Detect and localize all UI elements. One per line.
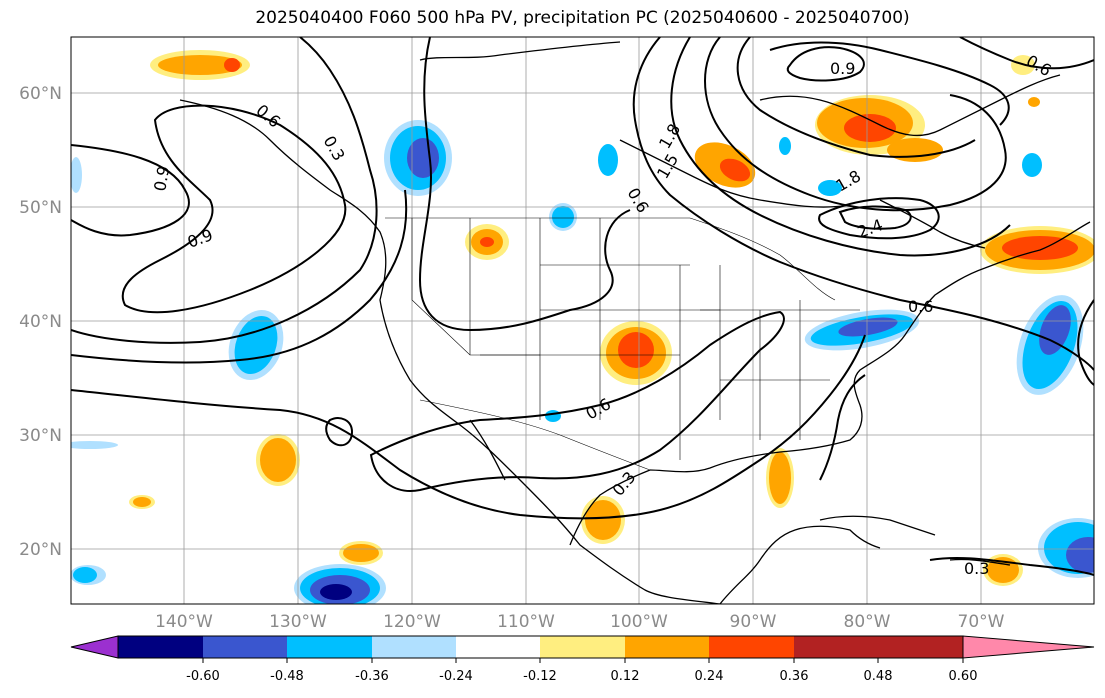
colorbar-tick-label: 0.36 [780, 669, 809, 684]
longitude-axis: 140°W 130°W 120°W 110°W 100°W 90°W 80°W … [155, 612, 1005, 632]
colorbar-tick-label: -0.36 [355, 669, 389, 684]
map-title: 2025040400 F060 500 hPa PV, precipitatio… [255, 8, 910, 28]
colorbar-segment [203, 636, 287, 658]
colorbar-ticks [202, 658, 964, 663]
colorbar-tick-label: -0.24 [439, 669, 473, 684]
colorbar-extend-right [962, 635, 1095, 659]
lon-tick-label: 70°W [958, 612, 1005, 632]
precipitation-anomaly-layer [71, 50, 1094, 604]
lat-tick-label: 60°N [19, 84, 62, 104]
map-frame [70, 36, 1095, 605]
lon-tick-label: 120°W [383, 612, 441, 632]
coastlines [179, 41, 1091, 604]
colorbar-segment [709, 636, 794, 658]
colorbar-segment [540, 636, 625, 658]
colorbar-tick-label: 0.60 [949, 669, 978, 684]
colorbar-tick-label: 0.12 [611, 669, 640, 684]
colorbar-segment [118, 636, 203, 658]
pv-contours [71, 37, 1094, 576]
latitude-axis: 60°N 50°N 40°N 30°N 20°N [19, 84, 62, 560]
lon-tick-label: 80°W [844, 612, 891, 632]
colorbar-segment [456, 636, 540, 658]
graticule [71, 37, 1094, 604]
colorbar-segment [287, 636, 372, 658]
lon-tick-label: 130°W [269, 612, 327, 632]
lat-tick-label: 50°N [19, 198, 62, 218]
contour-label: 0.9 [830, 59, 855, 78]
contour-label: 0.3 [964, 559, 989, 578]
contour-label: 0.6 [908, 297, 933, 316]
contour-label: 0.9 [150, 164, 173, 192]
political-borders [385, 217, 860, 471]
lat-tick-label: 20°N [19, 540, 62, 560]
lon-tick-label: 140°W [155, 612, 213, 632]
colorbar-tick-label: -0.12 [523, 669, 557, 684]
lat-tick-label: 30°N [19, 426, 62, 446]
colorbar-segment [625, 636, 709, 658]
colorbar-segment [878, 636, 963, 658]
lon-tick-label: 100°W [610, 612, 668, 632]
colorbar-tick-label: -0.48 [270, 669, 304, 684]
lon-tick-label: 90°W [730, 612, 777, 632]
lon-tick-label: 110°W [497, 612, 555, 632]
colorbar: -0.60 -0.48 -0.36 -0.24 -0.12 0.12 0.24 … [70, 635, 1095, 684]
lat-tick-label: 40°N [19, 312, 62, 332]
colorbar-extend-left [70, 635, 119, 659]
colorbar-segment [372, 636, 456, 658]
colorbar-tick-label: 0.24 [695, 669, 724, 684]
colorbar-segment [794, 636, 878, 658]
colorbar-tick-label: -0.60 [186, 669, 220, 684]
colorbar-tick-label: 0.48 [864, 669, 893, 684]
